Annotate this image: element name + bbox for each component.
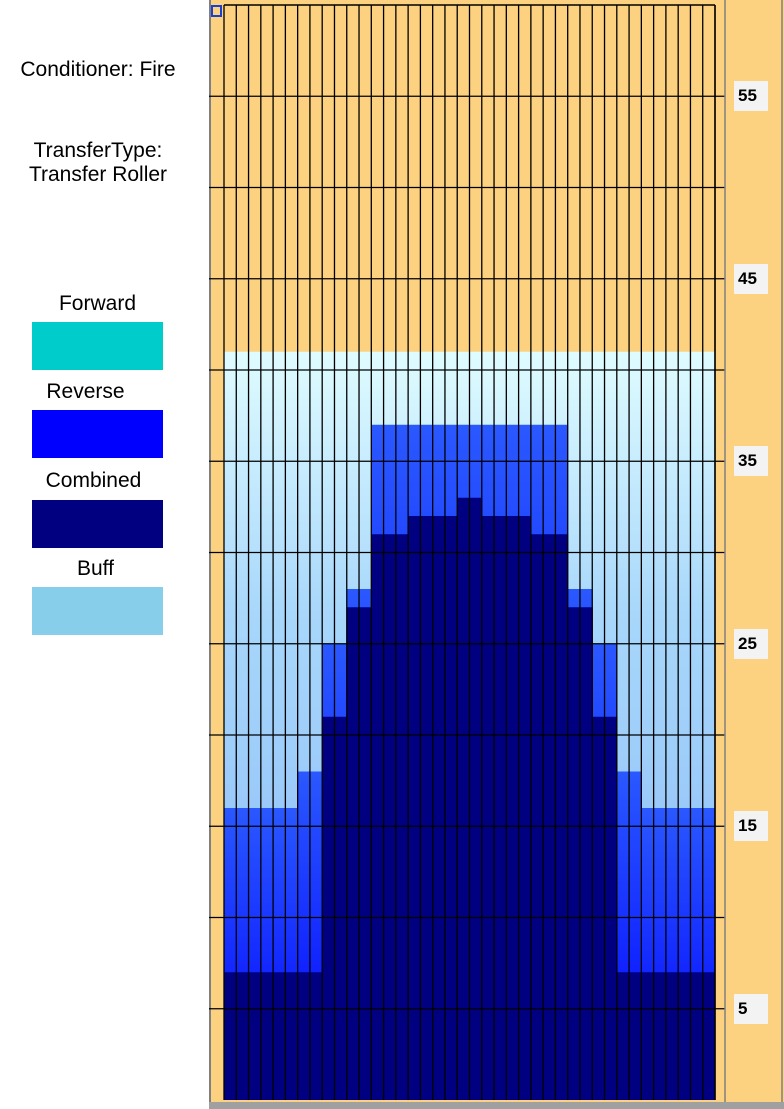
heatmap-cell-combined-32: [616, 972, 630, 1100]
legend-swatch-combined: [32, 500, 163, 548]
heatmap-cell-combined-25: [530, 534, 544, 1100]
heatmap-cell-combined-18: [444, 516, 458, 1100]
heatmap-cell-combined-16: [420, 516, 434, 1100]
heatmap-cell-combined-9: [334, 716, 348, 1100]
heatmap-cell-combined-3: [260, 972, 274, 1100]
heatmap-cell-combined-35: [653, 972, 667, 1100]
heatmap-cell-combined-22: [494, 516, 507, 1100]
corner-marker-icon: [211, 5, 222, 17]
heatmap-cell-combined-17: [432, 516, 446, 1100]
heatmap-svg: [209, 0, 784, 1109]
heatmap-cell-combined-36: [665, 972, 679, 1100]
heatmap-cell-combined-34: [641, 972, 655, 1100]
transfer-type-value: Transfer Roller: [28, 163, 168, 186]
bottom-strip: [209, 1102, 784, 1109]
y-tick-label-5: 5: [734, 993, 768, 1024]
legend-swatch-reverse: [32, 410, 163, 458]
legend-label-buff: Buff: [77, 557, 114, 580]
heatmap-cell-combined-37: [678, 972, 691, 1100]
heatmap-cell-combined-7: [309, 972, 323, 1100]
heatmap-cell-combined-13: [383, 534, 397, 1100]
heatmap-cell-combined-23: [506, 516, 520, 1100]
heatmap-cell-combined-29: [579, 607, 593, 1100]
legend-swatch-buff: [32, 587, 163, 635]
heatmap-cell-combined-5: [285, 972, 299, 1100]
heatmap-cell-combined-20: [469, 497, 483, 1100]
heatmap-cell-combined-12: [371, 534, 385, 1100]
heatmap-cell-combined-26: [543, 534, 556, 1100]
heatmap-cell-combined-21: [481, 516, 495, 1100]
heatmap-cell-combined-10: [346, 607, 360, 1100]
heatmap-cell-combined-6: [297, 972, 311, 1100]
legend-swatch-forward: [32, 322, 163, 370]
conditioner-label: Conditioner: Fire: [20, 58, 176, 81]
legend-label-reverse: Reverse: [46, 380, 125, 403]
heatmap-cell-combined-15: [408, 516, 421, 1100]
heatmap-cell-combined-38: [690, 972, 704, 1100]
heatmap-cell-combined-11: [359, 607, 372, 1100]
heatmap-cell-combined-19: [457, 497, 470, 1100]
heatmap-cell-combined-28: [567, 607, 581, 1100]
heatmap-cell-combined-30: [592, 716, 606, 1100]
heatmap-cell-combined-24: [518, 516, 532, 1100]
heatmap-cell-combined-8: [322, 716, 335, 1100]
heatmap-chart: 55 45 35 25 15 5: [209, 0, 784, 1109]
heatmap-cell-combined-14: [395, 534, 409, 1100]
heatmap-cell-combined-33: [629, 972, 642, 1100]
heatmap-cell-combined-27: [555, 534, 569, 1100]
legend-label-forward: Forward: [58, 292, 137, 315]
heatmap-cell-combined-4: [273, 972, 286, 1100]
y-tick-label-15: 15: [734, 811, 768, 842]
y-tick-label-35: 35: [734, 446, 768, 477]
y-tick-label-55: 55: [734, 81, 768, 112]
legend-label-combined: Combined: [45, 469, 142, 492]
transfer-type-label: TransferType:: [33, 139, 163, 162]
y-tick-label-25: 25: [734, 628, 768, 659]
heatmap-cell-combined-31: [604, 716, 618, 1100]
heatmap-cell-combined-39: [702, 972, 716, 1100]
heatmap-cell-combined-1: [236, 972, 250, 1100]
heatmap-cell-combined-2: [248, 972, 262, 1100]
heatmap-cell-combined-0: [224, 972, 237, 1100]
y-tick-label-45: 45: [734, 263, 768, 294]
